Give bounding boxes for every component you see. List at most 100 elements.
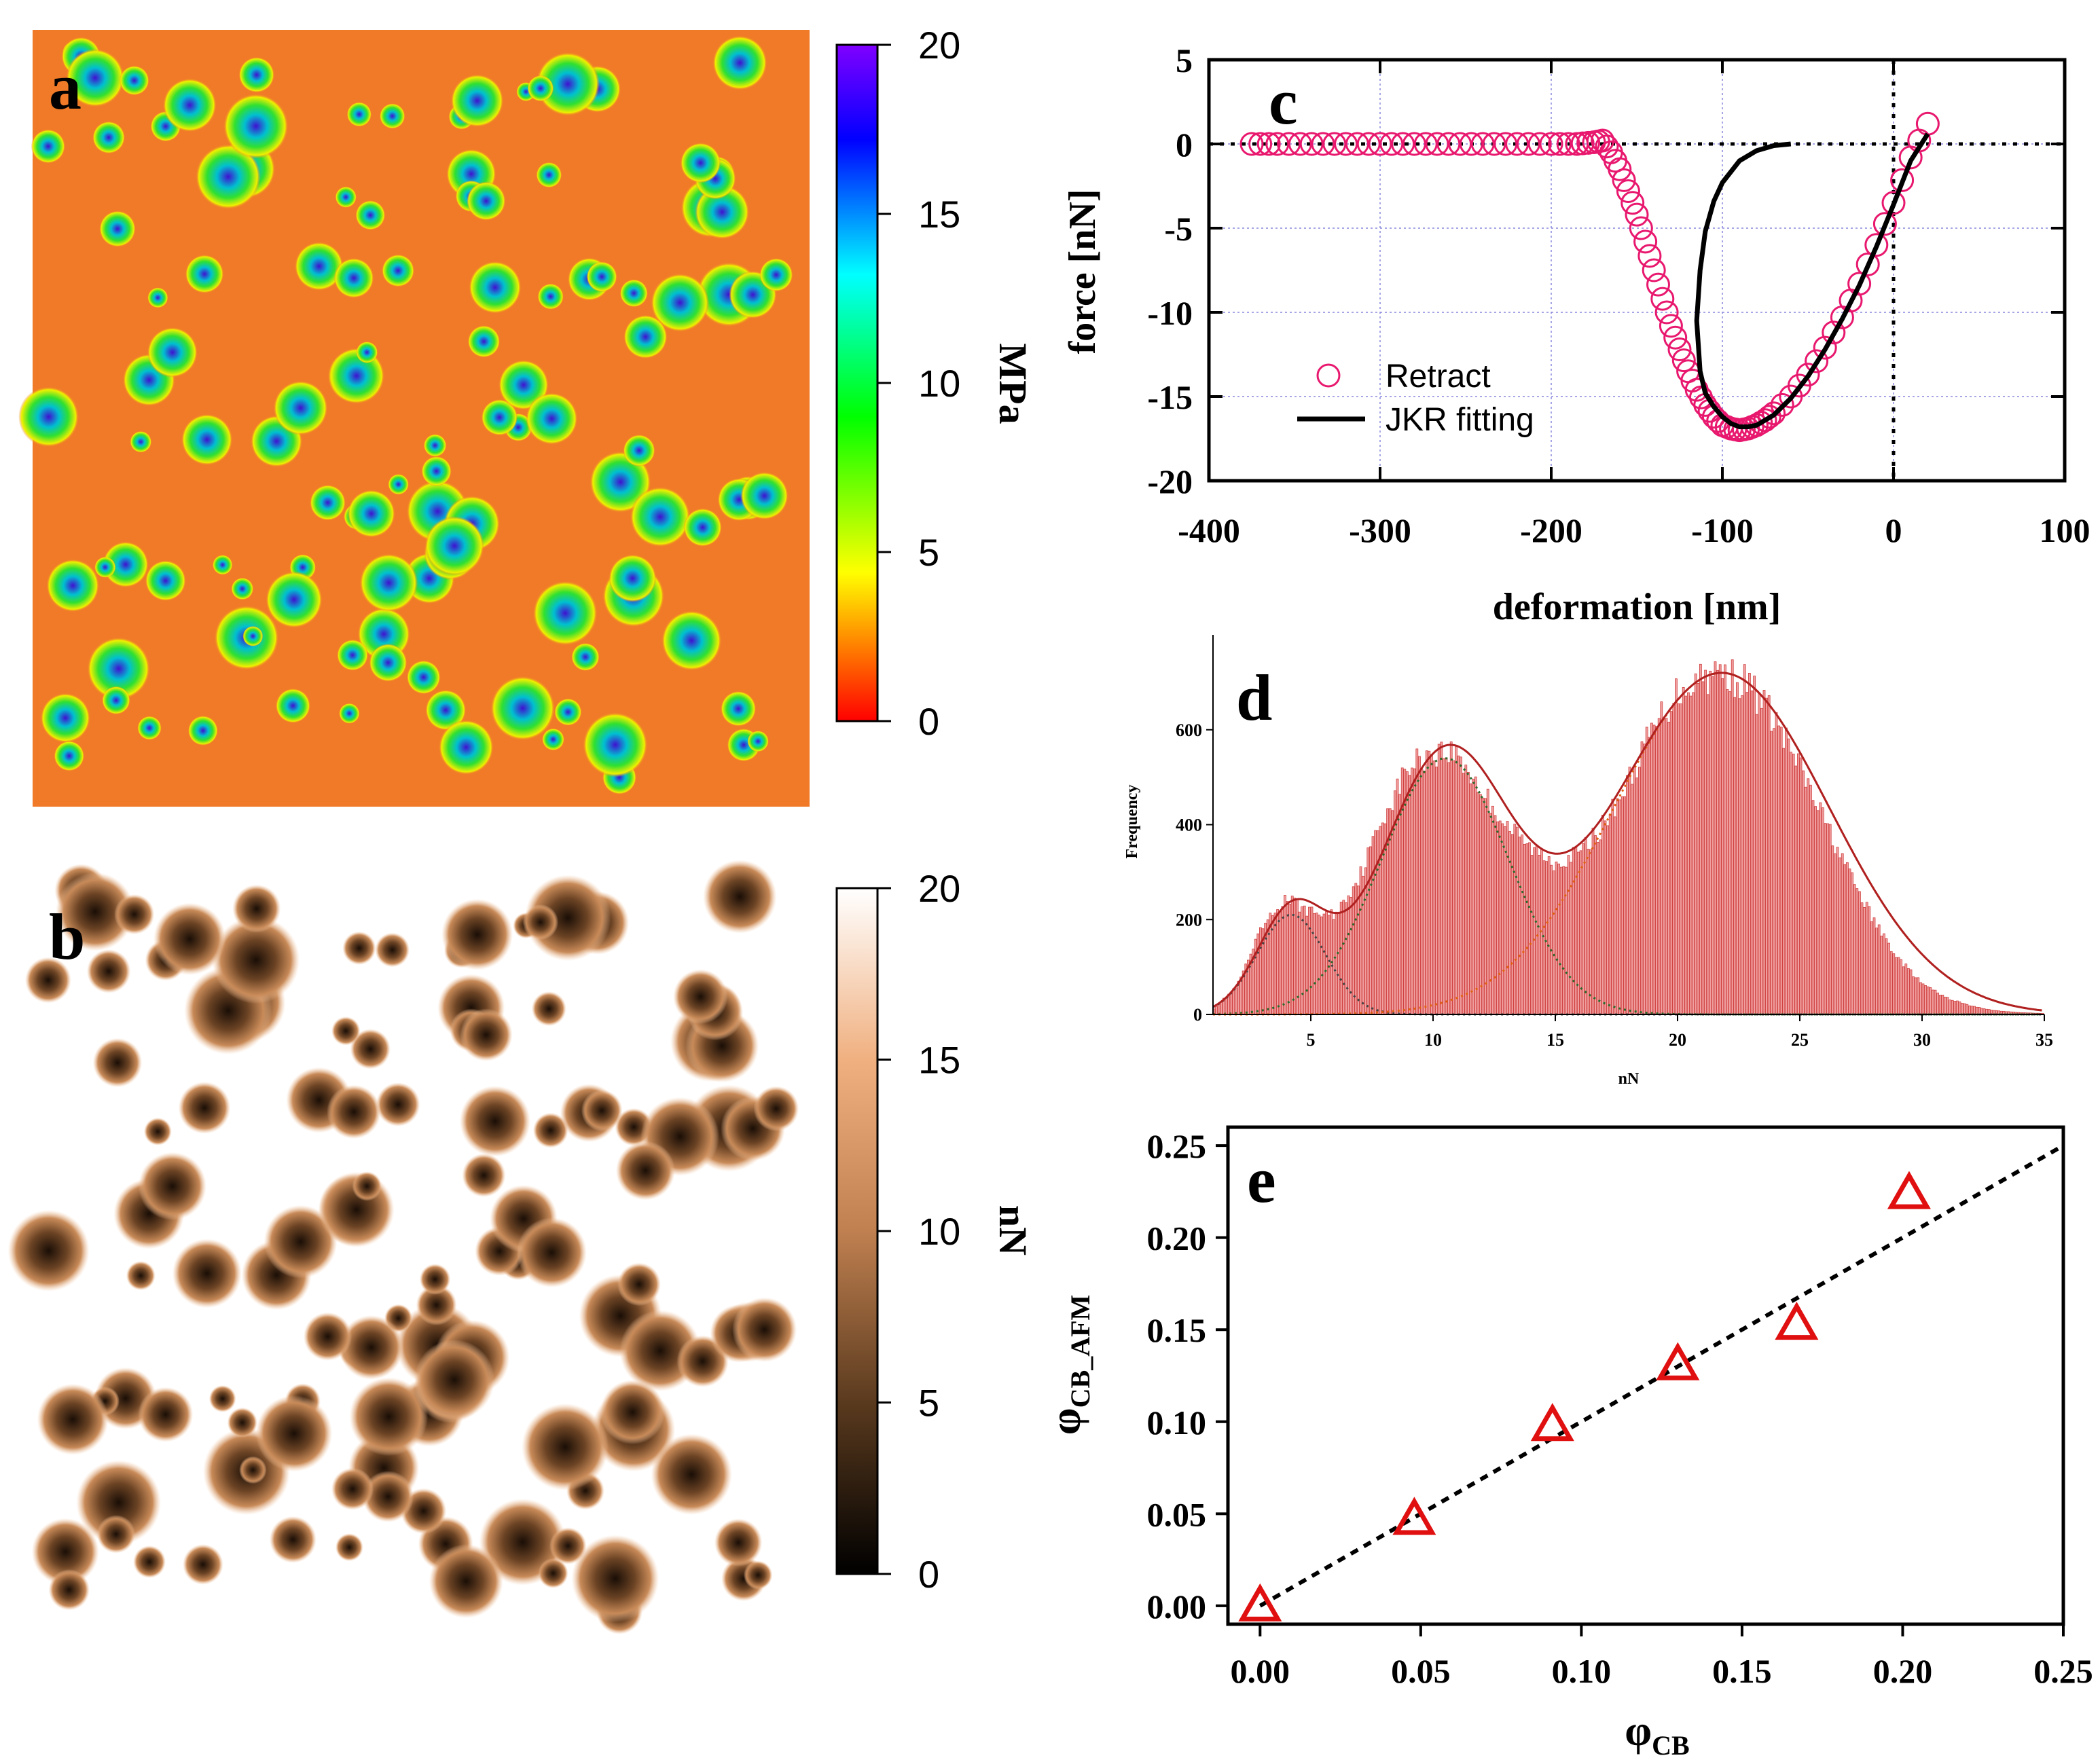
stiffness-particle xyxy=(499,359,549,410)
x-tick-label: 0.25 xyxy=(2033,1652,2093,1690)
y-tick-label: -5 xyxy=(1164,210,1193,248)
stiffness-particle xyxy=(481,399,518,436)
histogram-bar xyxy=(1943,996,1947,1015)
histogram-bar xyxy=(1276,909,1279,1015)
stiffness-particle xyxy=(623,434,655,467)
retract-point xyxy=(1299,132,1324,156)
stiffness-particle xyxy=(662,610,722,671)
histogram-bar xyxy=(1278,911,1282,1015)
stiffness-particle xyxy=(275,688,310,723)
panel-a-letter: a xyxy=(49,50,82,123)
panel-c-legend: Retract JKR fitting xyxy=(1297,359,1534,438)
y-tick-label: 0.25 xyxy=(1147,1127,1207,1165)
y-tick-label: -15 xyxy=(1147,378,1193,416)
histogram-bar xyxy=(1398,794,1402,1015)
retract-point xyxy=(1448,132,1472,156)
adhesion-particle xyxy=(350,1029,391,1069)
panel-a-colorbar xyxy=(835,43,879,722)
histogram-bar xyxy=(1951,1000,1954,1015)
panel-d-xlabel: nN xyxy=(1618,1070,1640,1088)
adhesion-particle xyxy=(212,916,300,1004)
x-tick-label: 0.05 xyxy=(1391,1652,1451,1690)
colorbar-tick-label: 5 xyxy=(918,1382,939,1425)
histogram-bar xyxy=(1770,731,1773,1015)
adhesion-particle xyxy=(331,1016,361,1046)
stiffness-particle xyxy=(185,255,224,293)
stiffness-particle xyxy=(356,341,378,363)
histogram-bar xyxy=(1366,847,1370,1015)
retract-point xyxy=(1650,287,1675,311)
histogram-bar xyxy=(1863,907,1866,1015)
histogram-bar xyxy=(1310,906,1314,1015)
adhesion-particle xyxy=(133,1545,166,1579)
retract-point xyxy=(1459,132,1483,156)
panel-b-letter: b xyxy=(49,900,85,973)
stiffness-particle xyxy=(40,693,90,743)
histogram-bar xyxy=(1374,830,1377,1015)
histogram-bar xyxy=(1405,771,1409,1015)
histogram-bar xyxy=(1313,913,1316,1015)
stiffness-particle xyxy=(740,471,789,520)
histogram-bar xyxy=(1501,823,1504,1015)
adhesion-particle xyxy=(581,1090,623,1132)
adhesion-particle xyxy=(24,957,71,1004)
histogram-bar xyxy=(1435,766,1438,1015)
histogram-bar xyxy=(1790,752,1793,1015)
retract-point xyxy=(1322,132,1347,156)
histogram-bar xyxy=(1608,813,1612,1015)
histogram-bar xyxy=(1735,682,1739,1015)
histogram-bar xyxy=(1652,725,1656,1015)
retract-point xyxy=(1516,132,1540,156)
stiffness-particle xyxy=(339,703,360,724)
retract-point xyxy=(1539,132,1563,156)
histogram-bar xyxy=(1493,815,1497,1015)
histogram-bar xyxy=(1787,738,1790,1015)
retract-point xyxy=(1493,132,1518,156)
histogram-bar xyxy=(1486,788,1489,1015)
histogram-bar xyxy=(1613,816,1616,1015)
histogram-bar xyxy=(1718,664,1722,1015)
histogram-bar xyxy=(1796,753,1800,1015)
histogram-bar xyxy=(1966,1004,1969,1015)
retract-point xyxy=(1288,132,1312,156)
stiffness-particle xyxy=(469,261,522,314)
histogram-bar xyxy=(1303,905,1306,1015)
retract-point xyxy=(1413,132,1438,156)
panel-d-ylabel: Frequency xyxy=(1123,785,1141,859)
adhesion-particle xyxy=(31,1518,99,1585)
histogram-bar xyxy=(1655,726,1659,1015)
adhesion-particle xyxy=(753,1086,799,1132)
data-point-triangle xyxy=(1238,1583,1282,1621)
histogram-bar xyxy=(1235,987,1237,1015)
stiffness-particle xyxy=(759,258,793,292)
histogram-bar xyxy=(1449,741,1453,1015)
y-tick-label: -20 xyxy=(1147,462,1193,500)
histogram-bar xyxy=(1697,683,1700,1015)
x-tick-label: 5 xyxy=(1307,1030,1316,1050)
stiffness-particle xyxy=(695,185,750,240)
histogram-bar xyxy=(1457,755,1460,1015)
retract-point xyxy=(1277,132,1301,156)
histogram-bar xyxy=(1637,767,1641,1015)
histogram-bar xyxy=(1912,976,1915,1015)
histogram-bar xyxy=(1596,841,1599,1015)
adhesion-particle xyxy=(532,1112,568,1148)
histogram-bar xyxy=(1350,896,1352,1015)
y-tick-label: 600 xyxy=(1176,720,1202,740)
stiffness-particle xyxy=(571,642,600,672)
histogram-bar xyxy=(1665,718,1668,1015)
histogram-bar xyxy=(1755,714,1758,1015)
histogram-bar xyxy=(1359,866,1362,1015)
adhesion-particle xyxy=(549,1527,587,1564)
histogram-bar xyxy=(1955,1000,1959,1015)
stiffness-particle xyxy=(346,102,372,127)
stiffness-particle xyxy=(421,456,452,487)
adhesion-particle xyxy=(153,902,226,976)
histogram-bar xyxy=(1515,826,1519,1015)
colorbar-tick-label: 10 xyxy=(918,362,960,405)
retract-point xyxy=(1770,392,1794,417)
adhesion-particle xyxy=(460,1008,513,1061)
histogram-bar xyxy=(1848,868,1851,1015)
histogram-bar xyxy=(1527,842,1531,1015)
